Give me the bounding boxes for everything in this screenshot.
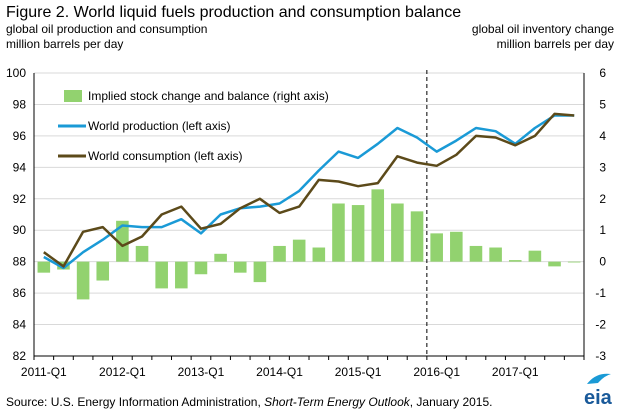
left-tick-label: 98 (13, 97, 27, 111)
stock-change-bar (292, 239, 306, 262)
x-tick-label: 2014-Q1 (256, 365, 303, 379)
stock-change-bar (567, 261, 581, 263)
legend-swatch-bar (64, 90, 82, 102)
stock-change-bar (37, 261, 51, 273)
left-tick-label: 86 (13, 286, 27, 300)
left-tick-label: 96 (13, 129, 27, 143)
stock-change-bar (155, 261, 168, 289)
right-tick-label: 0 (599, 255, 606, 269)
stock-change-bar (489, 247, 502, 262)
legend-label: World production (left axis) (88, 119, 231, 133)
x-tick-label: 2015-Q1 (335, 365, 382, 379)
series-lines (43, 112, 575, 270)
right-axis-title-line-2: million barrels per day (497, 37, 614, 51)
plot-axes (33, 73, 585, 360)
stock-change-bar (450, 231, 463, 262)
stock-change-bar (508, 260, 522, 262)
right-tick-label: 1 (599, 223, 606, 237)
left-tick-label: 82 (13, 349, 27, 363)
eia-logo: eia (584, 373, 613, 409)
legend-label: World consumption (left axis) (88, 149, 243, 163)
x-tick-label: 2016-Q1 (413, 365, 460, 379)
right-tick-label: -2 (595, 318, 606, 332)
world-consumption-line (43, 112, 575, 268)
right-tick-label: -1 (595, 286, 606, 300)
stock-change-bar (233, 261, 247, 273)
stock-change-bar (371, 189, 385, 262)
stock-change-bar (116, 220, 129, 262)
stock-change-bar (351, 205, 365, 262)
x-tick-labels: 2011-Q1 2012-Q1 2013-Q1 2014-Q1 2015-Q1 2016-… (21, 365, 539, 379)
world-production-line (43, 114, 575, 270)
left-tick-label: 84 (13, 318, 27, 332)
source-note: Source: U.S. Energy Information Administ… (6, 395, 492, 409)
stock-change-bar (76, 261, 90, 300)
eia-logo-swoosh (587, 373, 611, 384)
stock-change-bar (194, 261, 208, 275)
stock-change-bar (410, 211, 424, 262)
left-tick-label: 100 (6, 66, 26, 80)
left-tick-label: 90 (13, 223, 27, 237)
left-axis-title: global oil production and consumption mi… (6, 22, 207, 51)
source-italic: Short-Term Energy Outlook (264, 395, 411, 409)
legend-label: Implied stock change and balance (right … (88, 89, 329, 103)
stock-change-bar (430, 233, 443, 262)
stock-change-bar (312, 247, 326, 262)
right-tick-label: 2 (599, 192, 606, 206)
source-prefix: Source: U.S. Energy Information Administ… (6, 395, 264, 409)
right-tick-label: 6 (599, 66, 606, 80)
x-tick-label: 2017-Q1 (492, 365, 539, 379)
legend: Implied stock change and balance (right … (58, 89, 329, 163)
stock-change-bar (332, 203, 345, 262)
right-tick-label: 5 (599, 97, 606, 111)
left-axis-title-line-2: million barrels per day (6, 37, 123, 51)
right-tick-label: -3 (595, 349, 606, 363)
x-tick-label: 2011-Q1 (21, 365, 67, 379)
stock-change-bar (175, 261, 188, 289)
right-tick-label: 4 (599, 129, 606, 143)
left-tick-labels: 100 98 96 94 92 90 88 86 84 82 (6, 66, 26, 363)
stock-change-bar (273, 245, 286, 262)
left-axis-title-line-1: global oil production and consumption (6, 22, 207, 36)
stock-change-bar (135, 245, 149, 262)
stock-change-bar (214, 253, 227, 262)
stock-change-bar (96, 261, 110, 281)
stock-change-bar (548, 261, 561, 267)
chart-title: Figure 2. World liquid fuels production … (6, 4, 461, 21)
left-tick-label: 94 (13, 160, 27, 174)
right-axis-title: global oil inventory change million barr… (472, 22, 614, 51)
right-axis-title-line-1: global oil inventory change (472, 22, 614, 36)
stock-change-bar (528, 250, 542, 262)
x-tick-label: 2012-Q1 (99, 365, 146, 379)
stock-change-bars (37, 189, 581, 300)
left-tick-label: 92 (13, 192, 27, 206)
eia-logo-text: eia (584, 387, 613, 409)
right-tick-labels: 6 5 4 3 2 1 0 -1 -2 -3 (595, 66, 606, 363)
stock-change-bar (469, 245, 483, 262)
x-tick-label: 2013-Q1 (178, 365, 225, 379)
gridlines (34, 72, 584, 357)
source-suffix: , January 2015. (410, 395, 493, 409)
left-tick-label: 88 (13, 255, 27, 269)
right-tick-label: 3 (599, 160, 606, 174)
stock-change-bar (391, 203, 404, 262)
stock-change-bar (253, 261, 267, 283)
